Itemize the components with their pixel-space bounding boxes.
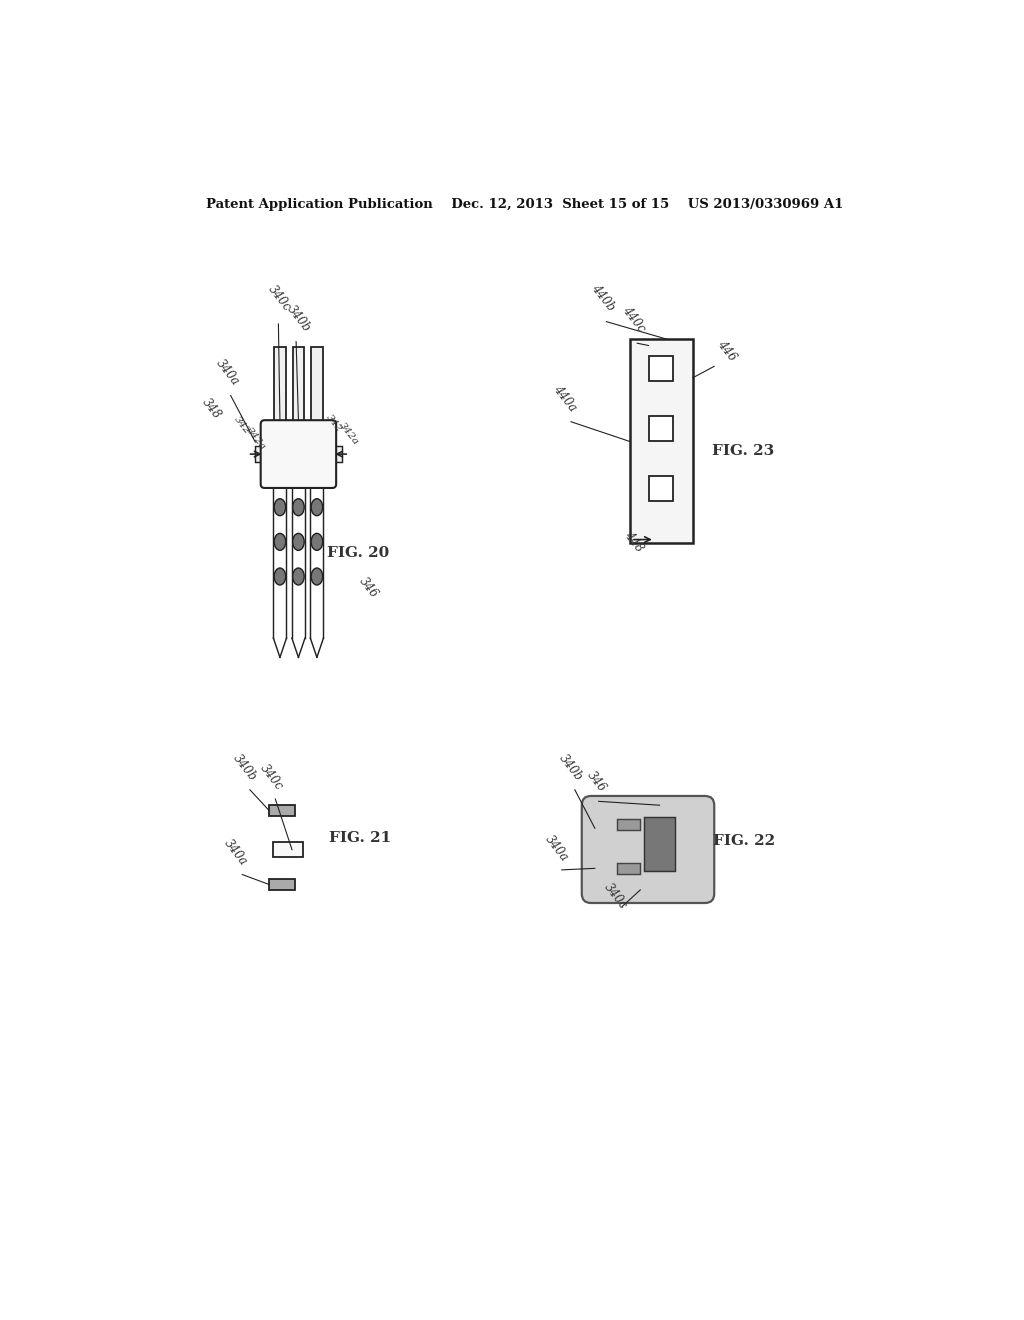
Text: 342: 342 xyxy=(325,413,344,434)
Ellipse shape xyxy=(274,499,286,516)
Text: 340c: 340c xyxy=(265,282,294,314)
Ellipse shape xyxy=(293,533,304,550)
Bar xyxy=(311,347,323,424)
Bar xyxy=(293,347,304,424)
Bar xyxy=(333,446,342,462)
Bar xyxy=(630,339,692,544)
Text: 440a: 440a xyxy=(550,383,579,414)
Ellipse shape xyxy=(293,499,304,516)
Text: 340b: 340b xyxy=(556,752,585,784)
Ellipse shape xyxy=(293,568,304,585)
Text: 340b: 340b xyxy=(285,304,313,335)
Text: 346: 346 xyxy=(357,574,381,601)
Bar xyxy=(649,416,674,441)
Bar xyxy=(617,818,640,830)
Text: 342a: 342a xyxy=(245,425,267,451)
Ellipse shape xyxy=(311,533,323,550)
Bar xyxy=(649,356,674,381)
Text: 440c: 440c xyxy=(620,304,648,335)
Text: 340b: 340b xyxy=(230,752,259,784)
Text: 340a: 340a xyxy=(214,358,242,388)
Text: 342: 342 xyxy=(232,414,252,436)
Text: 446: 446 xyxy=(714,338,738,363)
Bar xyxy=(272,842,302,857)
Text: 448: 448 xyxy=(622,528,646,554)
Bar xyxy=(255,446,264,462)
Bar xyxy=(644,817,675,871)
Text: 440b: 440b xyxy=(589,282,617,314)
Text: Patent Application Publication    Dec. 12, 2013  Sheet 15 of 15    US 2013/03309: Patent Application Publication Dec. 12, … xyxy=(206,198,844,211)
Ellipse shape xyxy=(274,568,286,585)
Text: 340c: 340c xyxy=(258,762,286,793)
Text: 340a: 340a xyxy=(221,837,250,869)
Text: 340a: 340a xyxy=(543,833,571,863)
Bar xyxy=(274,347,286,424)
Ellipse shape xyxy=(274,533,286,550)
FancyBboxPatch shape xyxy=(261,420,336,488)
Bar xyxy=(269,879,295,890)
Text: 340c: 340c xyxy=(602,882,630,912)
Text: 342a: 342a xyxy=(337,421,360,447)
Bar xyxy=(269,805,295,816)
Ellipse shape xyxy=(311,568,323,585)
Text: 346: 346 xyxy=(585,768,609,795)
Text: FIG. 21: FIG. 21 xyxy=(330,832,391,845)
Text: FIG. 23: FIG. 23 xyxy=(712,444,774,458)
Bar xyxy=(649,477,674,502)
FancyBboxPatch shape xyxy=(582,796,714,903)
Text: 348: 348 xyxy=(200,396,224,421)
Ellipse shape xyxy=(311,499,323,516)
Text: FIG. 20: FIG. 20 xyxy=(327,546,389,560)
Text: FIG. 22: FIG. 22 xyxy=(713,834,775,849)
Bar xyxy=(617,863,640,874)
